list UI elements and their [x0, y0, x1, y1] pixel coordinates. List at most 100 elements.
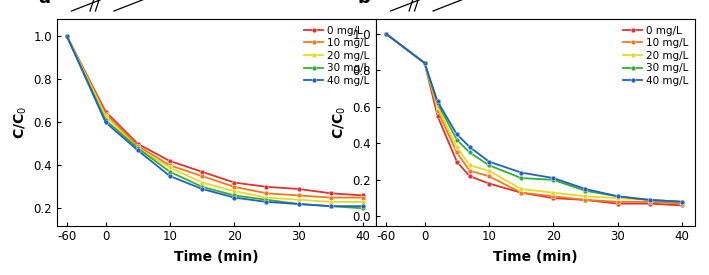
30 mg/L — [262, 198, 271, 201]
10 mg/L — [452, 151, 461, 154]
40 mg/L — [326, 205, 335, 208]
30 mg/L — [198, 185, 206, 188]
Y-axis label: C/C$_0$: C/C$_0$ — [13, 106, 29, 139]
30 mg/L — [581, 189, 590, 192]
Line: 10 mg/L: 10 mg/L — [423, 60, 684, 206]
40 mg/L — [166, 174, 174, 178]
40 mg/L — [133, 149, 142, 152]
0 mg/L — [549, 196, 557, 200]
40 mg/L — [294, 202, 303, 206]
Text: Time (min): Time (min) — [174, 250, 259, 264]
10 mg/L — [645, 200, 654, 204]
30 mg/L — [678, 200, 686, 204]
30 mg/L — [465, 151, 474, 154]
10 mg/L — [133, 144, 142, 148]
Line: 10 mg/L: 10 mg/L — [104, 111, 365, 200]
20 mg/L — [198, 181, 206, 184]
0 mg/L — [133, 142, 142, 145]
0 mg/L — [645, 202, 654, 205]
20 mg/L — [678, 200, 686, 204]
40 mg/L — [452, 133, 461, 136]
30 mg/L — [613, 195, 622, 198]
30 mg/L — [645, 198, 654, 202]
Line: 40 mg/L: 40 mg/L — [423, 60, 684, 204]
40 mg/L — [549, 176, 557, 180]
20 mg/L — [549, 191, 557, 194]
20 mg/L — [101, 114, 110, 118]
0 mg/L — [465, 175, 474, 178]
Legend: 0 mg/L, 10 mg/L, 20 mg/L, 30 mg/L, 40 mg/L: 0 mg/L, 10 mg/L, 20 mg/L, 30 mg/L, 40 mg… — [300, 21, 374, 90]
0 mg/L — [420, 61, 429, 65]
Text: Time (min): Time (min) — [493, 250, 578, 264]
30 mg/L — [452, 138, 461, 141]
Line: 0 mg/L: 0 mg/L — [104, 109, 365, 198]
40 mg/L — [485, 160, 493, 163]
20 mg/L — [485, 169, 493, 172]
30 mg/L — [133, 147, 142, 150]
0 mg/L — [517, 191, 525, 194]
0 mg/L — [678, 204, 686, 207]
10 mg/L — [420, 61, 429, 65]
0 mg/L — [613, 202, 622, 205]
40 mg/L — [645, 198, 654, 202]
40 mg/L — [230, 196, 238, 199]
0 mg/L — [101, 110, 110, 113]
Text: b: b — [358, 0, 371, 7]
Line: 0 mg/L: 0 mg/L — [423, 60, 684, 208]
20 mg/L — [613, 196, 622, 200]
30 mg/L — [517, 176, 525, 180]
20 mg/L — [465, 164, 474, 167]
10 mg/L — [166, 164, 174, 167]
Line: 40 mg/L: 40 mg/L — [104, 120, 365, 209]
40 mg/L — [433, 100, 442, 103]
40 mg/L — [359, 205, 367, 208]
10 mg/L — [549, 195, 557, 198]
40 mg/L — [678, 200, 686, 204]
0 mg/L — [262, 185, 271, 188]
Line: 20 mg/L: 20 mg/L — [423, 60, 684, 204]
20 mg/L — [166, 166, 174, 169]
20 mg/L — [420, 61, 429, 65]
40 mg/L — [581, 187, 590, 191]
0 mg/L — [452, 160, 461, 163]
20 mg/L — [452, 145, 461, 149]
10 mg/L — [101, 112, 110, 115]
30 mg/L — [294, 202, 303, 206]
Line: 30 mg/L: 30 mg/L — [423, 60, 684, 204]
0 mg/L — [581, 198, 590, 202]
10 mg/L — [678, 202, 686, 205]
10 mg/L — [326, 196, 335, 199]
20 mg/L — [645, 198, 654, 202]
10 mg/L — [433, 109, 442, 112]
0 mg/L — [166, 160, 174, 163]
30 mg/L — [166, 170, 174, 174]
Y-axis label: C/C$_0$: C/C$_0$ — [332, 106, 348, 139]
10 mg/L — [581, 198, 590, 202]
0 mg/L — [433, 114, 442, 118]
20 mg/L — [230, 189, 238, 193]
30 mg/L — [326, 205, 335, 208]
20 mg/L — [433, 105, 442, 109]
Legend: 0 mg/L, 10 mg/L, 20 mg/L, 30 mg/L, 40 mg/L: 0 mg/L, 10 mg/L, 20 mg/L, 30 mg/L, 40 mg… — [619, 21, 693, 90]
40 mg/L — [465, 145, 474, 149]
Text: a: a — [39, 0, 51, 7]
20 mg/L — [133, 147, 142, 150]
Line: 20 mg/L: 20 mg/L — [104, 114, 365, 204]
Line: 30 mg/L: 30 mg/L — [104, 118, 365, 211]
20 mg/L — [262, 196, 271, 199]
0 mg/L — [359, 194, 367, 197]
30 mg/L — [420, 61, 429, 65]
30 mg/L — [359, 207, 367, 210]
0 mg/L — [230, 181, 238, 184]
30 mg/L — [549, 178, 557, 182]
20 mg/L — [359, 200, 367, 204]
0 mg/L — [294, 187, 303, 191]
10 mg/L — [359, 196, 367, 199]
10 mg/L — [262, 192, 271, 195]
40 mg/L — [613, 195, 622, 198]
10 mg/L — [198, 174, 206, 178]
10 mg/L — [517, 191, 525, 194]
20 mg/L — [517, 187, 525, 191]
0 mg/L — [198, 170, 206, 174]
40 mg/L — [517, 171, 525, 174]
